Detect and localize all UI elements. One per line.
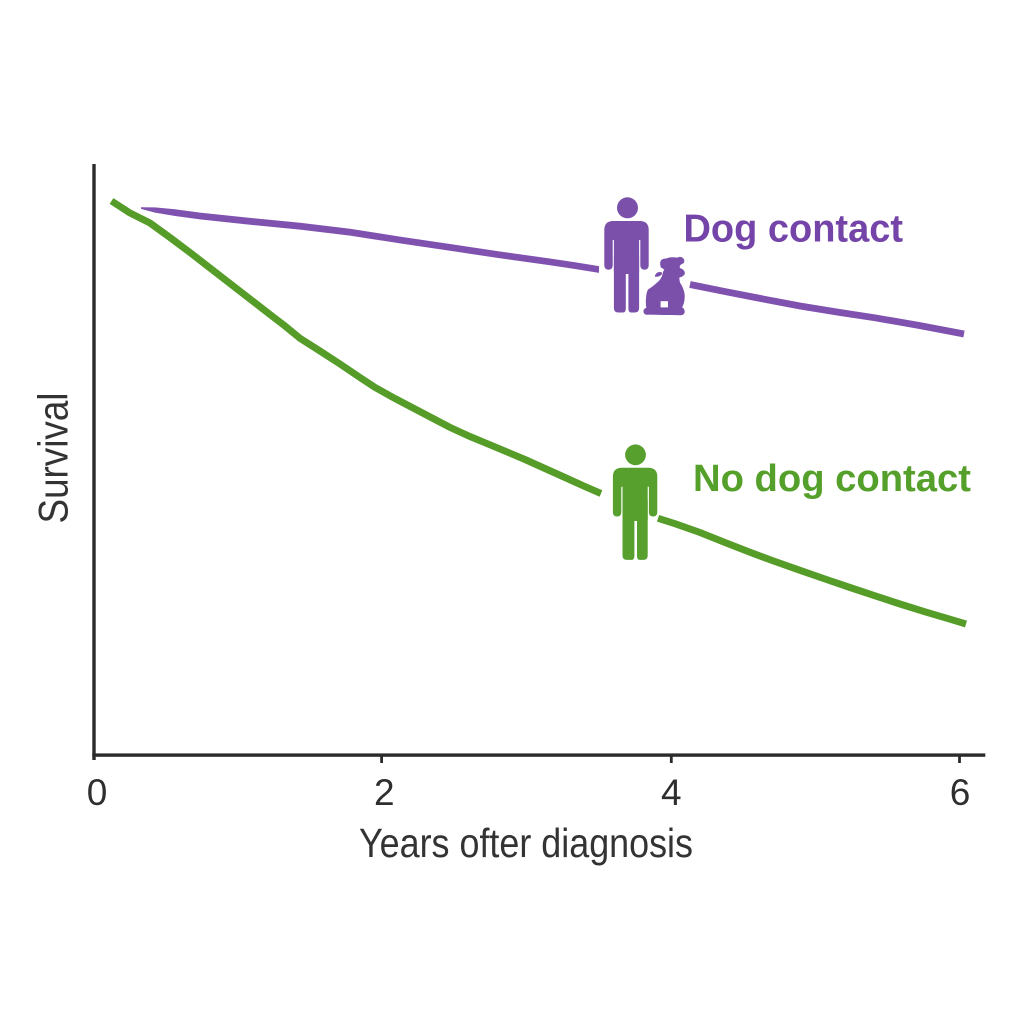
svg-text:Years ofter diagnosis: Years ofter diagnosis <box>359 820 693 866</box>
svg-text:No dog contact: No dog contact <box>693 458 971 500</box>
svg-text:Dog contact: Dog contact <box>684 208 904 251</box>
svg-text:4: 4 <box>661 772 682 813</box>
svg-text:Survival: Survival <box>30 393 77 524</box>
svg-text:6: 6 <box>950 772 971 813</box>
svg-text:0: 0 <box>87 772 108 813</box>
svg-text:2: 2 <box>374 772 395 813</box>
